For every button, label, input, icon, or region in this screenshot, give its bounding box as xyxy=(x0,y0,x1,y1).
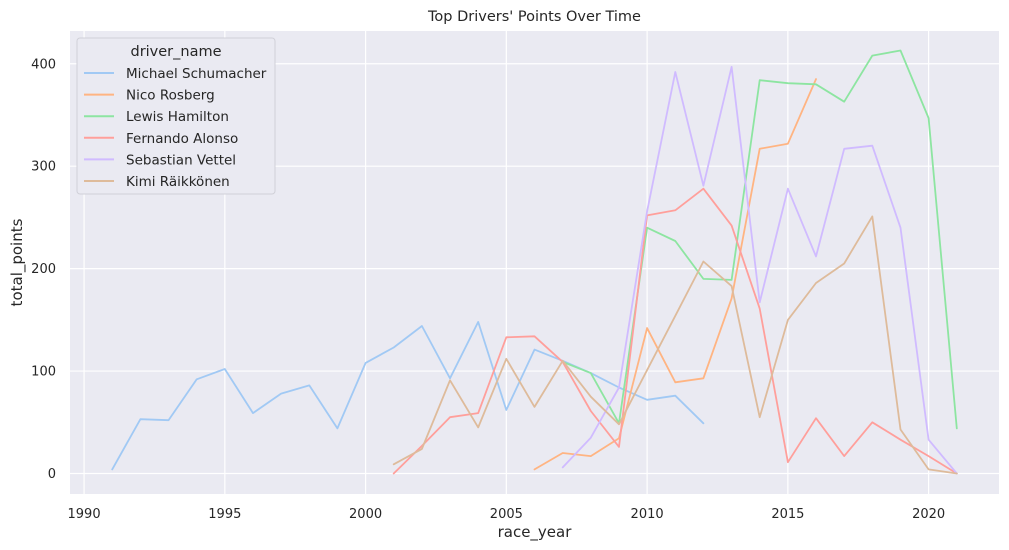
x-tick-label: 2000 xyxy=(349,507,382,522)
y-tick-label: 200 xyxy=(31,262,56,277)
x-tick-label: 2020 xyxy=(912,507,945,522)
legend-label: Lewis Hamilton xyxy=(126,109,229,125)
chart-title: Top Drivers' Points Over Time xyxy=(427,9,641,25)
legend: driver_name Michael Schumacher Nico Rosbe… xyxy=(76,37,276,195)
y-tick-label: 0 xyxy=(48,467,56,482)
legend-frame xyxy=(76,37,276,195)
legend-label: Sebastian Vettel xyxy=(126,152,236,168)
x-axis-label: race_year xyxy=(498,523,573,542)
x-tick-labels: 1990 1995 2000 2005 2010 2015 2020 xyxy=(68,507,946,522)
legend-label: Nico Rosberg xyxy=(126,88,215,104)
x-tick-label: 2010 xyxy=(631,507,664,522)
x-tick-label: 1990 xyxy=(68,507,101,522)
legend-items: Michael Schumacher Nico Rosberg Lewis Hami… xyxy=(84,66,267,190)
legend-label: Michael Schumacher xyxy=(126,66,267,82)
series-line-5 xyxy=(392,215,958,475)
series-line-4 xyxy=(561,66,958,475)
y-tick-labels: 0 100 200 300 400 xyxy=(31,57,56,482)
legend-label: Kimi Räikkönen xyxy=(126,174,230,190)
series-line-2 xyxy=(561,49,958,430)
legend-label: Fernando Alonso xyxy=(126,131,238,147)
legend-title: driver_name xyxy=(130,44,221,60)
series-lines xyxy=(111,49,958,475)
y-axis-label: total_points xyxy=(8,218,27,306)
series-line-1 xyxy=(533,78,817,471)
y-tick-label: 100 xyxy=(31,365,56,380)
y-tick-label: 400 xyxy=(31,57,56,72)
series-line-3 xyxy=(392,187,958,475)
y-tick-label: 300 xyxy=(31,160,56,175)
series-line-0 xyxy=(111,320,705,471)
x-tick-label: 2005 xyxy=(490,507,523,522)
x-tick-label: 1995 xyxy=(208,507,241,522)
x-tick-label: 2015 xyxy=(771,507,804,522)
